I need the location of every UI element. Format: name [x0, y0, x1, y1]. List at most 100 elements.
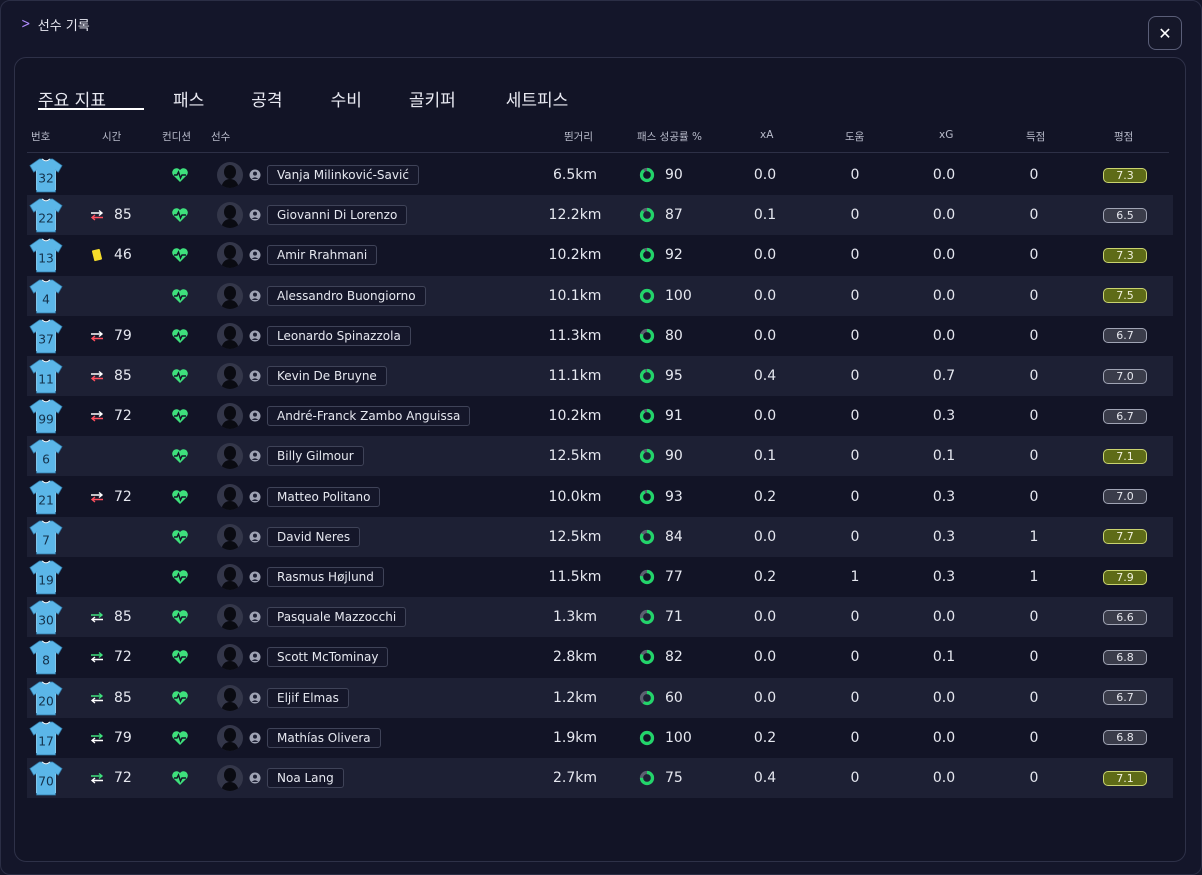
rating-badge: 6.7: [1103, 408, 1147, 424]
jersey-icon: 13: [29, 238, 63, 273]
player-name[interactable]: Kevin De Bruyne: [267, 366, 387, 386]
profile-icon[interactable]: [249, 491, 261, 503]
substitution-out-icon: [90, 370, 104, 382]
player-cell: André-Franck Zambo Anguissa: [217, 396, 471, 436]
table-row[interactable]: 4 Alessandro Buongiorno 10.1km 100 0.0 0 0.0 0 7…: [27, 275, 1173, 316]
event-minute: 72: [114, 649, 132, 666]
profile-icon[interactable]: [249, 732, 261, 744]
col-condition[interactable]: 컨디션: [162, 131, 191, 143]
col-goals[interactable]: 득점: [1026, 131, 1046, 143]
table-row[interactable]: 7 David Neres 12.5km 84 0.0 0 0.3 1 7.7: [27, 516, 1173, 557]
jersey-icon: 32: [29, 158, 63, 193]
match-event: 72: [89, 637, 149, 677]
pass-accuracy-donut: [639, 690, 655, 705]
substitution-out-icon: [90, 210, 104, 221]
profile-icon[interactable]: [249, 410, 261, 422]
col-assists[interactable]: 도움: [845, 131, 865, 143]
profile-icon[interactable]: [249, 692, 261, 704]
profile-icon[interactable]: [249, 611, 261, 623]
tab-defense[interactable]: 수비: [331, 86, 362, 111]
jersey: 4: [29, 276, 63, 316]
col-player[interactable]: 선수: [211, 131, 231, 143]
player-name[interactable]: Eljif Elmas: [267, 687, 349, 708]
player-cell: Pasquale Mazzocchi: [217, 597, 407, 637]
profile-icon[interactable]: [249, 450, 261, 462]
pass-accuracy-value: 90: [665, 448, 683, 465]
rating: 7.0: [1101, 356, 1149, 396]
player-name[interactable]: Vanja Milinković-Savić: [267, 165, 419, 185]
match-event: 85: [89, 356, 149, 396]
table-row[interactable]: 6 Billy Gilmour 12.5km 90 0.1 0 0.1 0 7.1: [27, 436, 1173, 477]
rating: 7.7: [1101, 517, 1149, 557]
table-row[interactable]: 99 72 André-Franck Zambo Anguissa 10.2km 91 0…: [27, 396, 1173, 436]
table-row[interactable]: 70 72 Noa Lang 2.7km 75 0.4 0 0.0 0 7.1: [27, 758, 1173, 798]
tab-goalkeeper[interactable]: 골키퍼: [409, 86, 456, 111]
player-name[interactable]: Alessandro Buongiorno: [267, 285, 426, 306]
profile-icon[interactable]: [249, 370, 261, 382]
player-name[interactable]: Mathías Olivera: [267, 727, 381, 748]
table-row[interactable]: 13 46 Amir Rrahmani 10.2km 92 0.0 0 0.0 0 7.3: [27, 235, 1173, 275]
jersey: 99: [29, 396, 63, 436]
player-name[interactable]: Amir Rrahmani: [267, 245, 378, 266]
close-button[interactable]: ✕: [1148, 16, 1182, 50]
col-time[interactable]: 시간: [102, 131, 122, 143]
assists-value: 0: [850, 207, 860, 224]
col-xg[interactable]: xG: [939, 129, 954, 141]
player-name[interactable]: Billy Gilmour: [267, 446, 364, 467]
table-row[interactable]: 11 85 Kevin De Bruyne 11.1km 95 0.4 0 0.7 0 7.0: [27, 356, 1173, 396]
player-name[interactable]: Rasmus Højlund: [267, 567, 384, 587]
pass-accuracy: 100: [639, 276, 705, 316]
col-distance[interactable]: 뛴거리: [564, 131, 593, 143]
col-number[interactable]: 번호: [31, 131, 51, 143]
jersey: 30: [29, 597, 63, 637]
table-row[interactable]: 8 72 Scott McTominay 2.8km 82 0.0 0 0.1 0 6.8: [27, 637, 1173, 677]
player-name[interactable]: André-Franck Zambo Anguissa: [267, 406, 471, 427]
event-minute: 85: [114, 689, 132, 706]
player-name[interactable]: Pasquale Mazzocchi: [267, 607, 407, 628]
table-row[interactable]: 22 85 Giovanni Di Lorenzo 12.2km 87 0.1 0 0.0 0 6…: [27, 195, 1173, 236]
table-row[interactable]: 19 Rasmus Højlund 11.5km 77 0.2 1 0.3 1 7.9: [27, 557, 1173, 597]
table-row[interactable]: 37 79 Leonardo Spinazzola 11.3km 80 0.0 0 0.0 0 6…: [27, 316, 1173, 356]
heart-pulse-icon: [172, 449, 188, 464]
profile-icon[interactable]: [249, 772, 261, 784]
player-name[interactable]: Leonardo Spinazzola: [267, 325, 411, 346]
event-minute: 72: [114, 488, 132, 505]
distance-value: 6.5km: [552, 167, 597, 183]
player-name[interactable]: Scott McTominay: [267, 647, 389, 668]
profile-icon[interactable]: [249, 531, 261, 543]
table-row[interactable]: 20 85 Eljif Elmas 1.2km 60 0.0 0 0.0 0 6.7: [27, 677, 1173, 718]
jersey-number: 22: [38, 212, 54, 226]
player-cell: Scott McTominay: [217, 637, 389, 677]
profile-icon[interactable]: [249, 651, 261, 663]
col-rating[interactable]: 평점: [1114, 131, 1134, 143]
tab-attack[interactable]: 공격: [251, 86, 282, 111]
profile-icon[interactable]: [249, 209, 261, 221]
player-name[interactable]: Matteo Politano: [267, 486, 381, 507]
col-pass-pct[interactable]: 패스 성공률 %: [637, 131, 702, 143]
table-row[interactable]: 17 79 Mathías Olivera 1.9km 100 0.2 0 0.0 0 6.8: [27, 718, 1173, 758]
jersey-number: 20: [38, 694, 54, 708]
xg-value: 0.0: [932, 247, 956, 264]
player-name[interactable]: David Neres: [267, 526, 361, 547]
player-name[interactable]: Giovanni Di Lorenzo: [267, 205, 408, 226]
goals-value: 1: [1029, 569, 1039, 585]
distance-value: 1.3km: [552, 609, 597, 626]
table-row[interactable]: 32 Vanja Milinković-Savić 6.5km 90 0.0 0 0.0 0 7…: [27, 155, 1173, 195]
profile-icon[interactable]: [249, 249, 261, 261]
profile-icon[interactable]: [249, 330, 261, 342]
pass-accuracy-value: 100: [665, 287, 692, 304]
player-name[interactable]: Noa Lang: [267, 768, 344, 788]
profile-icon[interactable]: [249, 290, 261, 302]
table-row[interactable]: 21 72 Matteo Politano 10.0km 93 0.2 0 0.3 0 7.0: [27, 477, 1173, 517]
profile-icon[interactable]: [249, 169, 261, 181]
col-xa[interactable]: xA: [760, 129, 774, 141]
tab-set-pieces[interactable]: 세트피스: [506, 86, 569, 111]
tab-passing[interactable]: 패스: [173, 86, 204, 111]
player-silhouette-icon: [221, 486, 239, 510]
distance-value: 11.1km: [548, 368, 602, 384]
table-row[interactable]: 30 85 Pasquale Mazzocchi 1.3km 71 0.0 0 0.0 0 6.6: [27, 597, 1173, 638]
tab-key-stats[interactable]: 주요 지표: [38, 86, 144, 111]
player-avatar: [217, 202, 243, 229]
xa-value: 0.2: [753, 729, 777, 746]
profile-icon[interactable]: [249, 571, 261, 583]
